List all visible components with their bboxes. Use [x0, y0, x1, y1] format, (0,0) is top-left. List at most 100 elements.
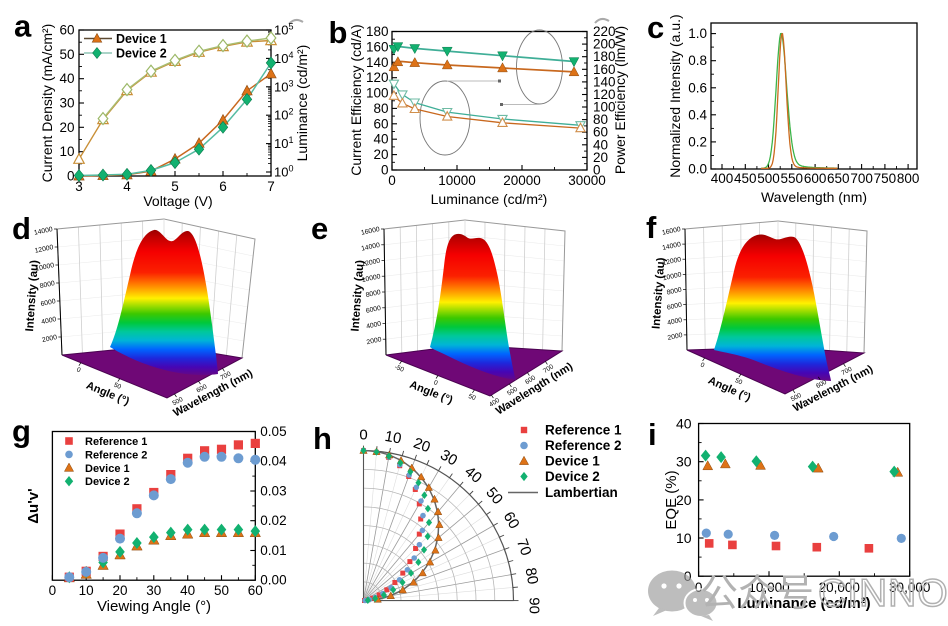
svg-text:Device 1: Device 1: [116, 32, 167, 46]
svg-text:30: 30: [146, 583, 161, 598]
svg-text:1.0: 1.0: [688, 26, 707, 41]
svg-text:Current Density (mA/cm²): Current Density (mA/cm²): [39, 24, 55, 183]
svg-text:Device 2: Device 2: [85, 476, 130, 488]
svg-text:40: 40: [676, 416, 692, 432]
svg-text:a: a: [14, 9, 32, 44]
svg-text:0.04: 0.04: [260, 454, 287, 469]
svg-text:-50: -50: [393, 364, 405, 374]
svg-text:0: 0: [388, 173, 396, 188]
svg-text:500: 500: [506, 386, 519, 398]
svg-text:Reference 1: Reference 1: [85, 436, 147, 448]
svg-text:30: 30: [437, 446, 460, 469]
svg-text:10000: 10000: [438, 173, 476, 188]
svg-text:g: g: [12, 414, 31, 449]
svg-text:8000: 8000: [39, 280, 55, 290]
svg-text:2000: 2000: [667, 332, 683, 342]
svg-text:16000: 16000: [661, 226, 681, 237]
svg-text:14000: 14000: [361, 242, 381, 253]
svg-text:50: 50: [734, 377, 744, 387]
svg-text:CINNO: CINNO: [818, 572, 948, 615]
svg-text:0: 0: [433, 379, 439, 387]
svg-text:Luminance (cd/m²): Luminance (cd/m²): [294, 45, 310, 162]
svg-text:2000: 2000: [41, 334, 57, 344]
svg-text:600: 600: [815, 379, 828, 390]
svg-text:450: 450: [734, 171, 757, 186]
svg-text:160: 160: [593, 62, 616, 77]
svg-text:0.00: 0.00: [260, 573, 286, 588]
svg-text:20000: 20000: [503, 173, 541, 188]
svg-text:20: 20: [59, 120, 74, 135]
svg-text:650: 650: [827, 171, 850, 186]
svg-text:4000: 4000: [667, 317, 683, 327]
svg-text:i: i: [648, 417, 657, 452]
svg-text:10: 10: [59, 144, 74, 159]
svg-text:0.2: 0.2: [688, 134, 707, 149]
svg-text:60: 60: [593, 125, 608, 140]
svg-text:Device 1: Device 1: [545, 454, 600, 469]
svg-text:400: 400: [711, 171, 734, 186]
svg-text:10: 10: [79, 583, 94, 598]
svg-text:6000: 6000: [666, 302, 682, 312]
svg-text:550: 550: [781, 171, 804, 186]
svg-text:h: h: [313, 421, 332, 456]
svg-text:50: 50: [214, 583, 229, 598]
svg-text:10,000: 10,000: [748, 580, 789, 595]
svg-text:140: 140: [366, 55, 389, 70]
svg-text:EQE (%): EQE (%): [663, 470, 680, 529]
svg-text:0: 0: [359, 427, 367, 444]
svg-text:10000: 10000: [361, 273, 381, 284]
svg-text:10: 10: [383, 428, 402, 448]
svg-text:Current Efficiency (cd/A): Current Efficiency (cd/A): [348, 24, 364, 175]
svg-text:80: 80: [373, 101, 388, 116]
svg-text:80: 80: [593, 112, 608, 127]
svg-text:750: 750: [874, 171, 897, 186]
svg-text:500: 500: [790, 392, 803, 403]
svg-text:600: 600: [804, 171, 827, 186]
svg-text:Reference 2: Reference 2: [545, 438, 622, 453]
svg-text:50: 50: [59, 47, 74, 62]
svg-text:Luminance (cd/m²): Luminance (cd/m²): [431, 191, 548, 207]
svg-text:0.03: 0.03: [260, 484, 286, 499]
svg-text:12000: 12000: [34, 244, 54, 255]
svg-text:20: 20: [373, 147, 388, 162]
svg-text:10000: 10000: [35, 262, 55, 273]
svg-text:Device 2: Device 2: [116, 47, 167, 61]
svg-text:100: 100: [593, 100, 616, 115]
svg-text:400: 400: [488, 397, 501, 409]
svg-text:0.8: 0.8: [688, 53, 707, 68]
svg-text:0.4: 0.4: [688, 107, 707, 122]
svg-text:2000: 2000: [366, 336, 382, 346]
svg-text:16000: 16000: [360, 226, 380, 237]
svg-text:40: 40: [180, 583, 195, 598]
svg-text:0: 0: [593, 163, 601, 178]
svg-text:Luminance (cd/m²): Luminance (cd/m²): [737, 595, 870, 612]
svg-text:50: 50: [113, 382, 123, 391]
svg-text:d: d: [12, 211, 31, 246]
svg-text:600: 600: [524, 374, 537, 386]
svg-text:14000: 14000: [662, 241, 682, 252]
svg-text:30000: 30000: [568, 173, 606, 188]
svg-text:3: 3: [75, 179, 83, 194]
svg-text:140: 140: [593, 74, 616, 89]
svg-text:8000: 8000: [365, 289, 381, 299]
svg-text:40: 40: [593, 137, 608, 152]
svg-text:60: 60: [248, 583, 263, 598]
svg-text:b: b: [329, 15, 348, 50]
svg-text:70: 70: [513, 537, 535, 558]
svg-text:0: 0: [381, 163, 389, 178]
svg-text:60: 60: [500, 509, 523, 532]
svg-text:0.0: 0.0: [688, 162, 707, 177]
svg-text:0: 0: [75, 366, 81, 374]
svg-text:20,000: 20,000: [819, 580, 860, 595]
svg-text:6: 6: [219, 179, 227, 194]
svg-text:公众号: 公众号: [700, 573, 814, 615]
svg-text:4000: 4000: [366, 321, 382, 331]
svg-text:6000: 6000: [365, 305, 381, 315]
svg-text:Device 1: Device 1: [85, 463, 130, 475]
svg-text:c: c: [647, 10, 664, 45]
svg-text:700: 700: [219, 370, 232, 381]
svg-text:60: 60: [373, 116, 388, 131]
svg-text:30: 30: [59, 96, 74, 111]
svg-text:Δu'v': Δu'v': [25, 488, 42, 523]
svg-text:Intensity (au): Intensity (au): [350, 260, 367, 332]
